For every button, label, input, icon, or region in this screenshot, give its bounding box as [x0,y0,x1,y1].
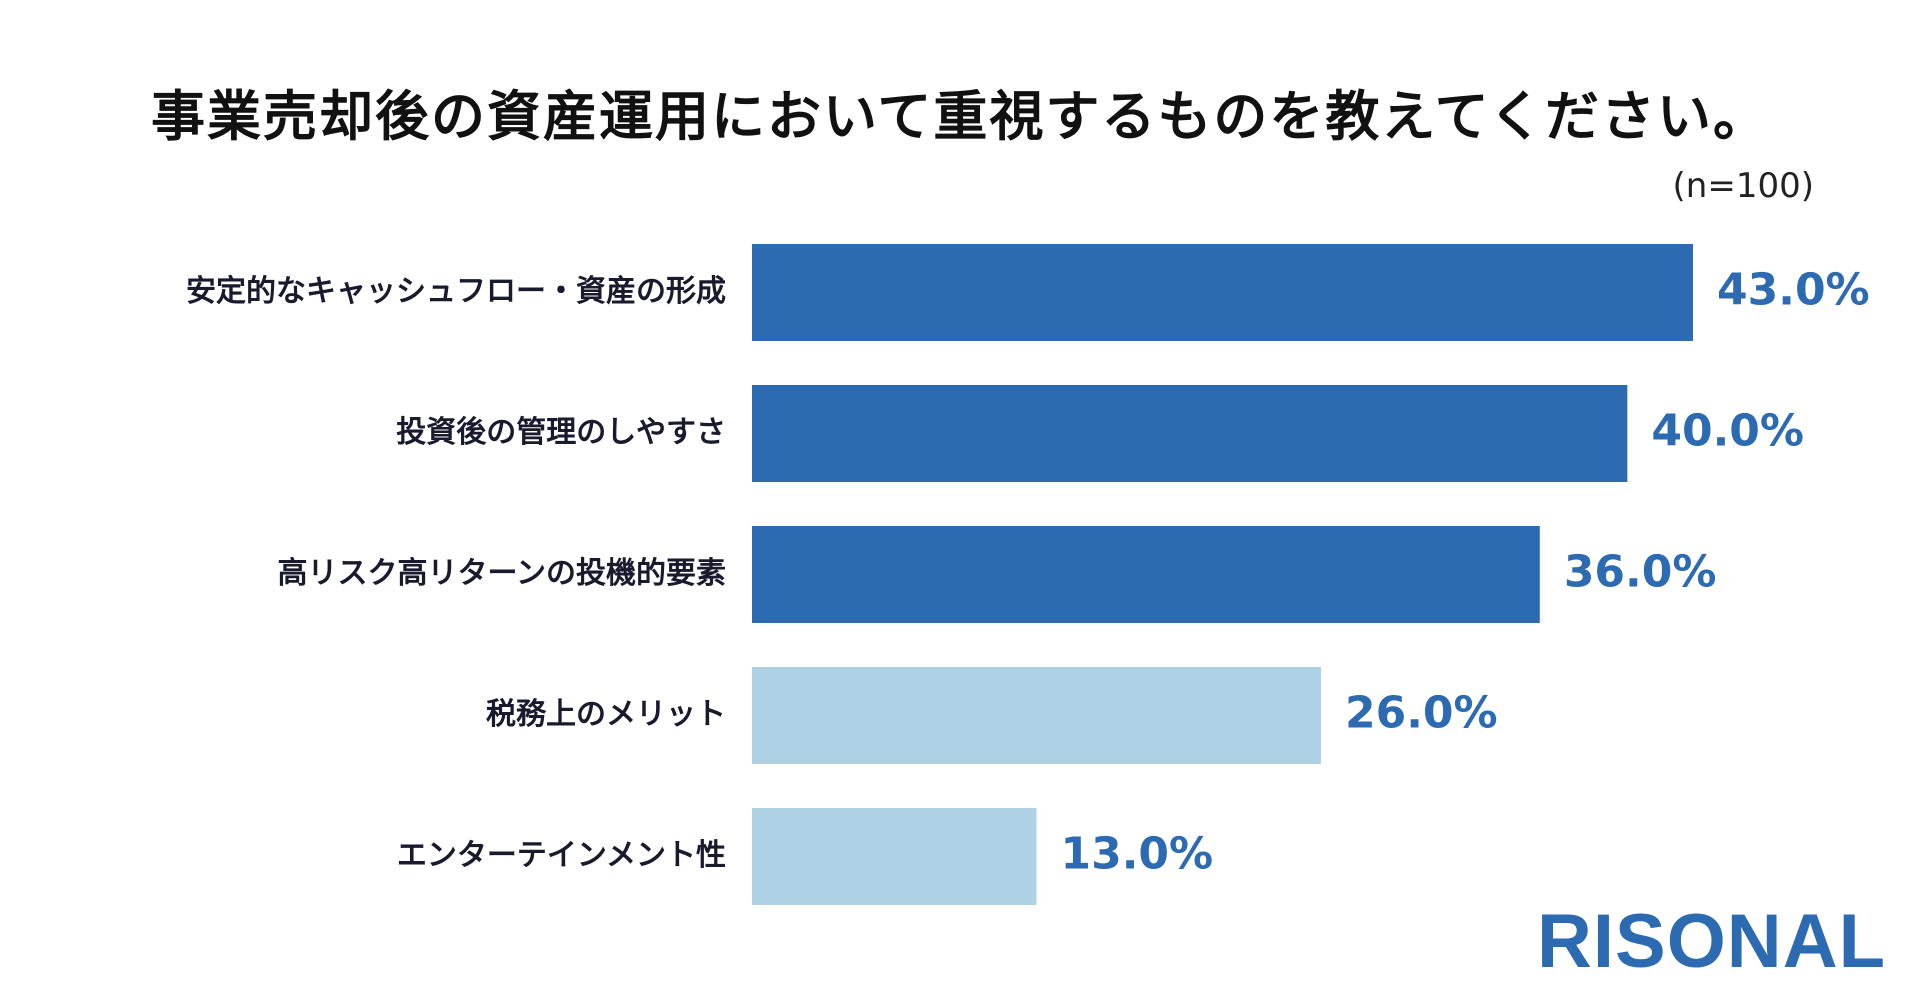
bar-1 [752,385,1628,482]
category-label-4: エンターテインメント性 [397,838,726,873]
bar-2 [752,526,1540,623]
value-label-3: 26.0% [1345,688,1498,739]
value-label-2: 36.0% [1564,547,1717,598]
bar-0 [752,244,1693,341]
bar-3 [752,667,1321,764]
category-label-2: 高リスク高リターンの投機的要素 [278,556,727,591]
sample-size-note: (n=100) [1672,166,1814,206]
category-label-0: 安定的なキャッシュフロー・資産の形成 [186,274,726,309]
brand-logo: RISONAL [1537,899,1886,984]
value-label-4: 13.0% [1060,829,1213,880]
value-label-0: 43.0% [1717,265,1870,316]
chart-title: 事業売却後の資産運用において重視するものを教えてください。 [150,85,1770,148]
value-label-1: 40.0% [1651,406,1804,457]
category-label-3: 税務上のメリット [486,697,726,732]
category-label-1: 投資後の管理のしやすさ [396,415,726,450]
bar-4 [752,808,1037,905]
